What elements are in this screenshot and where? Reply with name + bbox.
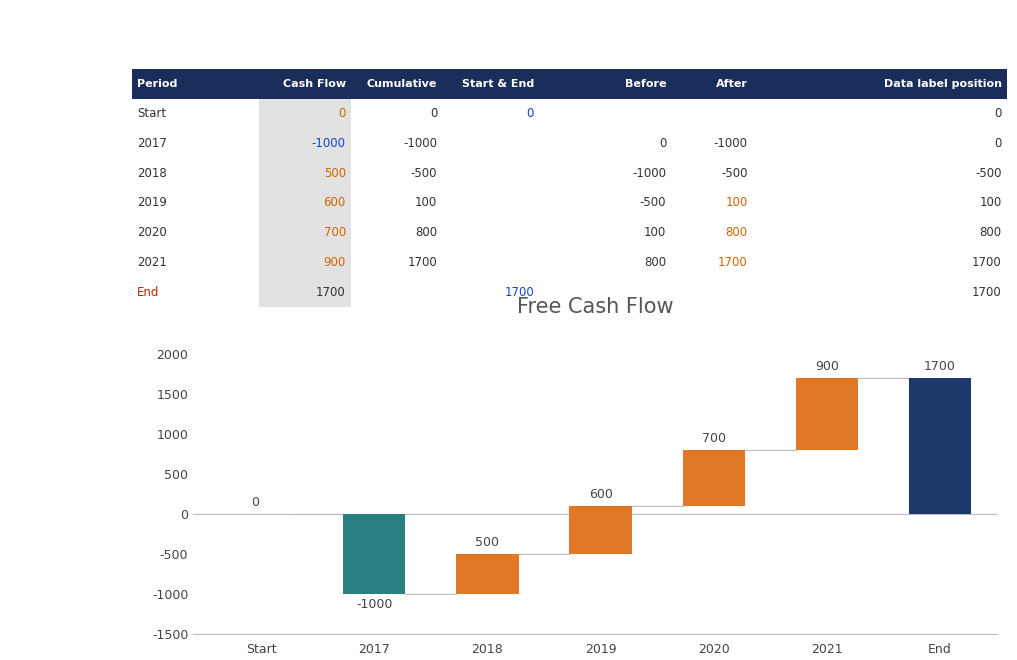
Text: -1000: -1000 [356,599,393,611]
Text: 100: 100 [415,197,437,209]
Bar [796,378,858,450]
Text: 800: 800 [979,226,1002,239]
Text: Before: Before [624,79,666,89]
Text: 600: 600 [323,197,346,209]
Bar [457,554,519,593]
Text: End: End [137,286,160,298]
Bar [909,378,971,513]
Text: 100: 100 [979,197,1002,209]
Title: Free Cash Flow: Free Cash Flow [517,298,673,317]
Text: 900: 900 [323,256,346,269]
Text: 1700: 1700 [504,286,534,298]
Text: 1700: 1700 [316,286,346,298]
Text: 2018: 2018 [137,167,167,180]
Text: Cumulative: Cumulative [367,79,437,89]
Text: -1000: -1000 [312,137,346,150]
Bar [570,506,632,554]
Text: Data label position: Data label position [884,79,1002,89]
Text: 1700: 1700 [972,286,1002,298]
Text: -1000: -1000 [633,167,666,180]
Text: -500: -500 [640,197,666,209]
Text: -500: -500 [975,167,1002,180]
Text: 0: 0 [659,137,666,150]
Text: 1700: 1700 [718,256,747,269]
Text: 800: 800 [644,256,666,269]
Text: 100: 100 [725,197,747,209]
Text: 100: 100 [644,226,666,239]
Text: © Corporate Finance Institute®. All rights reserved.: © Corporate Finance Institute®. All righ… [8,12,280,22]
Bar [343,513,406,593]
Text: 1700: 1700 [972,256,1002,269]
Text: 2021: 2021 [137,256,167,269]
Text: 1700: 1700 [408,256,437,269]
Text: 500: 500 [323,167,346,180]
Text: -1000: -1000 [404,137,437,150]
Text: 0: 0 [339,108,346,120]
Text: 700: 700 [323,226,346,239]
Text: 0: 0 [251,496,259,509]
Text: 0: 0 [995,137,1002,150]
Text: 800: 800 [725,226,747,239]
Text: 900: 900 [815,360,839,373]
Text: Period: Period [137,79,178,89]
Text: -1000: -1000 [714,137,747,150]
Text: 1700: 1700 [924,360,956,373]
Text: -500: -500 [721,167,747,180]
Text: 0: 0 [430,108,437,120]
Text: 2017: 2017 [137,137,167,150]
Text: 600: 600 [589,488,612,501]
Text: 800: 800 [415,226,437,239]
Text: 2020: 2020 [137,226,167,239]
Text: Start & End: Start & End [462,79,534,89]
Text: After: After [716,79,747,89]
Bar [682,450,744,506]
Text: -500: -500 [411,167,437,180]
Text: 0: 0 [995,108,1002,120]
Text: 2019: 2019 [137,197,167,209]
Text: 700: 700 [702,432,726,445]
Text: 0: 0 [527,108,534,120]
Text: 500: 500 [475,536,499,549]
Text: Waterfall Chart Template: Waterfall Chart Template [76,44,303,59]
Text: Start: Start [137,108,167,120]
Text: Cash Flow: Cash Flow [283,79,346,89]
